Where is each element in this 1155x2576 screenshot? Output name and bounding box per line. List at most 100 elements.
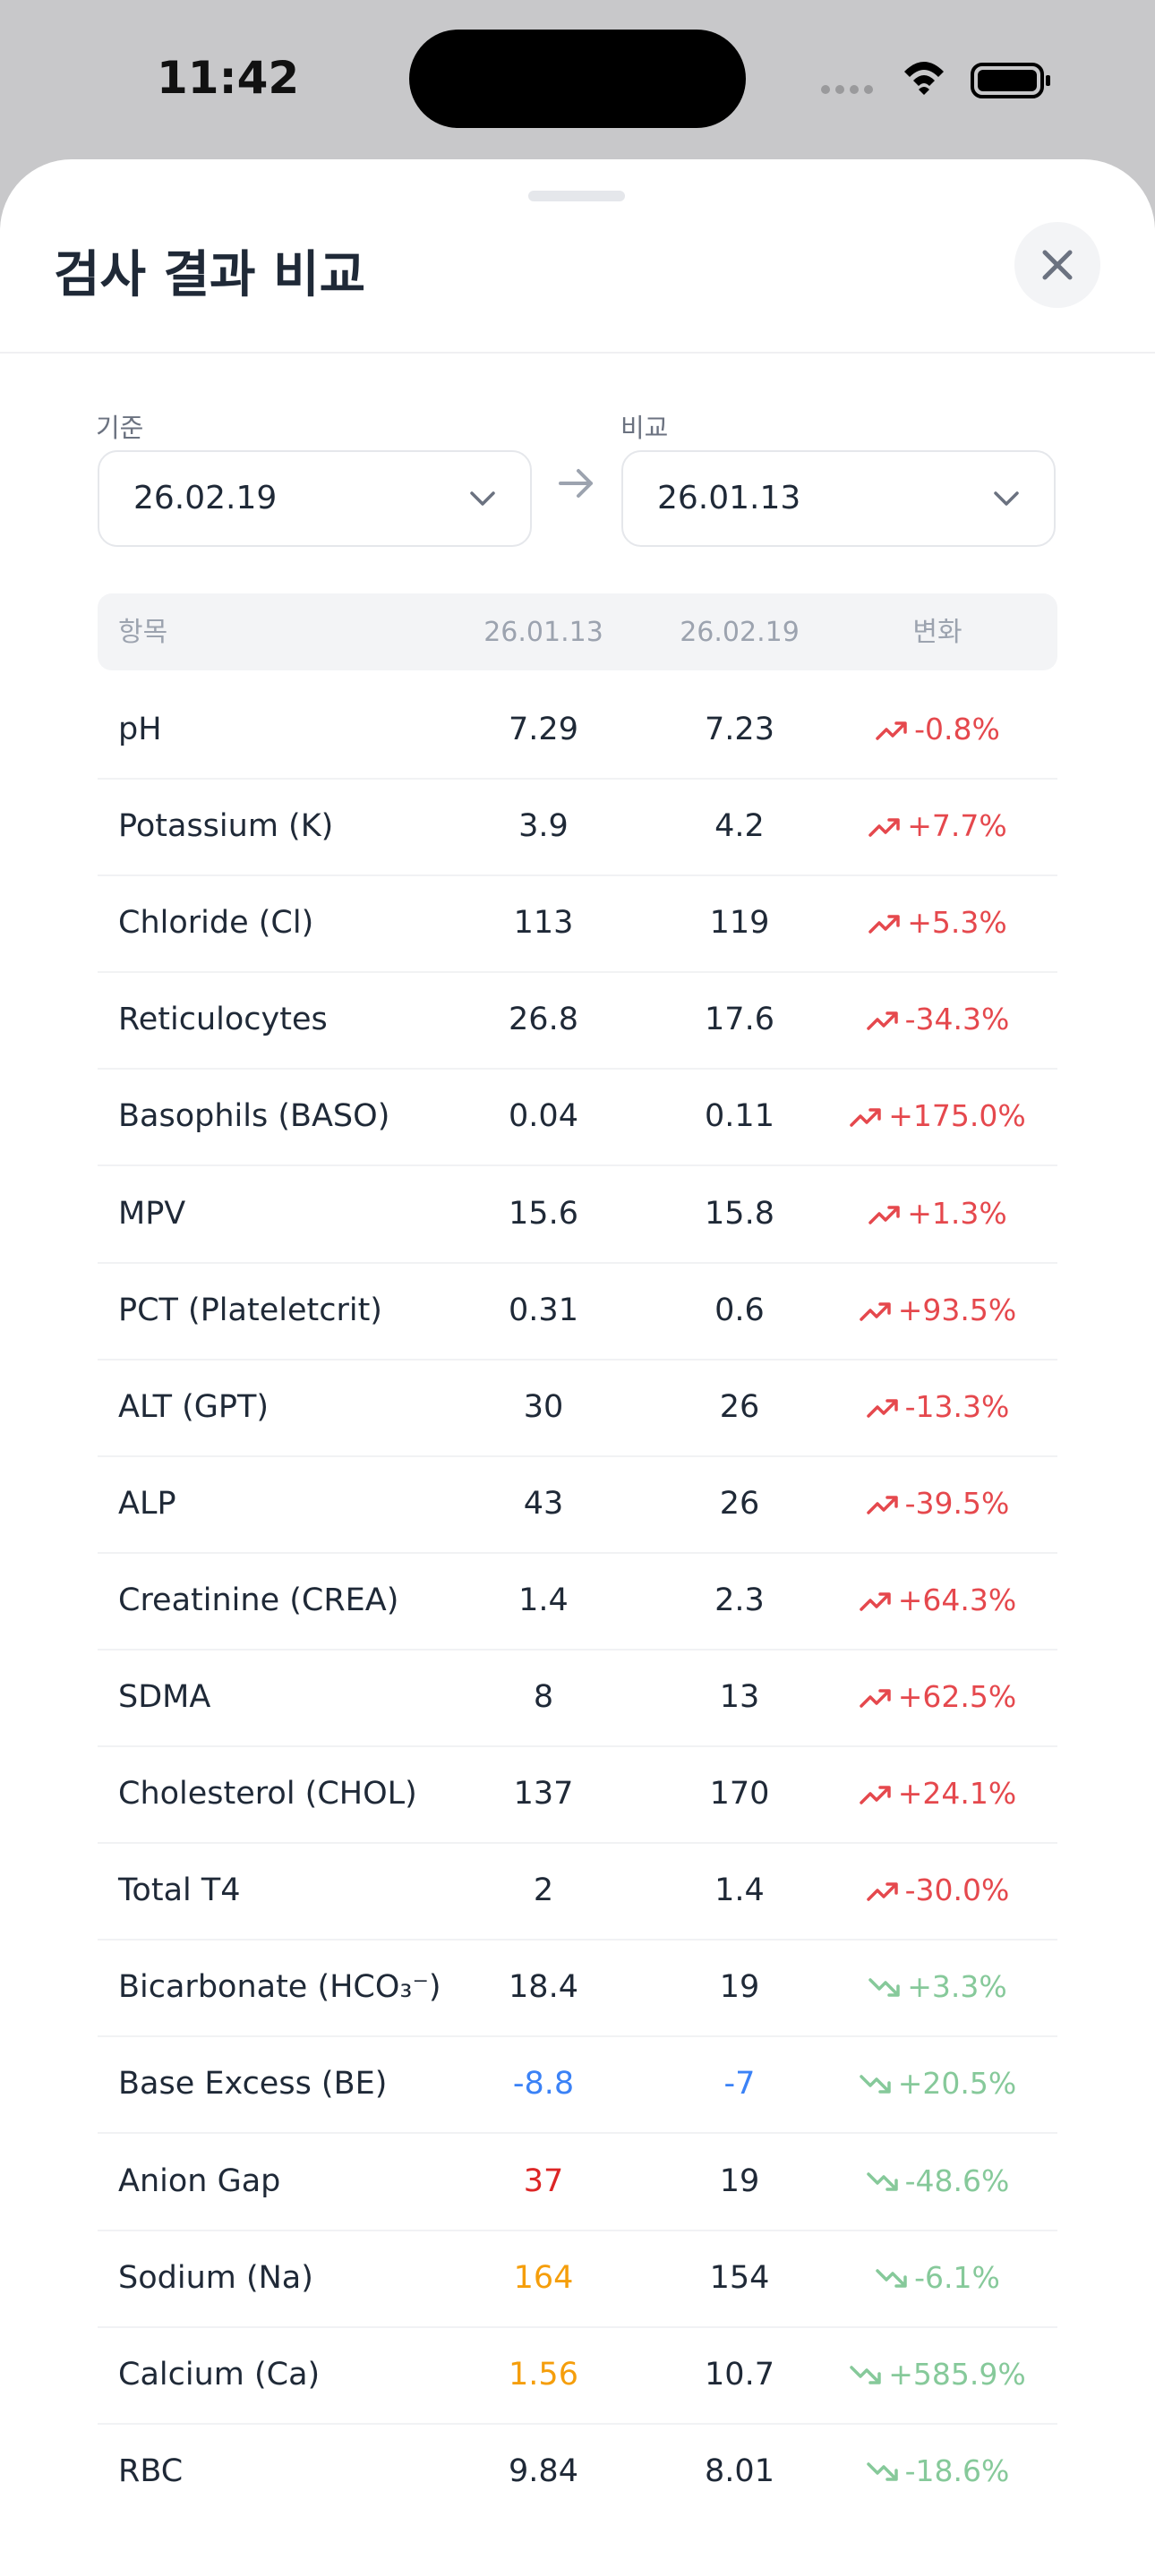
row-change: +3.3% (758, 1965, 1116, 2009)
trend-icon (860, 1689, 891, 1708)
row-change: -0.8% (758, 707, 1116, 752)
change-text: +24.1% (897, 1776, 1017, 1812)
row-name: Sodium (Na) (118, 2259, 313, 2296)
trend-icon (860, 1301, 891, 1321)
row-value: 37 (523, 2162, 564, 2199)
row-divider (98, 1358, 1057, 1361)
row-value: 2 (533, 1872, 554, 1909)
row-change: +20.5% (758, 2061, 1116, 2106)
change-text: +3.3% (907, 1969, 1007, 2005)
row-divider (98, 1648, 1057, 1651)
trend-icon (866, 1882, 898, 1901)
row-value: 7.29 (509, 712, 578, 747)
change-text: +64.3% (897, 1582, 1017, 1617)
row-name: ALT (GPT) (118, 1388, 270, 1425)
change-text: -48.6% (904, 2162, 1010, 2198)
row-name: Basophils (BASO) (118, 1098, 390, 1135)
row-value: 7.23 (705, 712, 774, 747)
row-value: 137 (513, 1776, 574, 1813)
trend-icon (868, 1978, 900, 1998)
row-name: Anion Gap (118, 2162, 281, 2199)
trend-icon (866, 1496, 898, 1514)
trend-icon (860, 1786, 891, 1804)
row-value: 26 (719, 1388, 760, 1425)
row-name: PCT (Plateletcrit) (118, 1292, 382, 1328)
trend-icon (860, 1592, 891, 1611)
column-header: 항목 (118, 617, 168, 648)
row-value: 3.9 (518, 808, 569, 845)
compare-dropdown[interactable]: 26.01.13 (621, 450, 1056, 547)
change-text: -30.0% (904, 1872, 1010, 1908)
compare-label: 비교 (620, 413, 669, 443)
row-divider (98, 971, 1057, 974)
change-text: +585.9% (888, 2356, 1026, 2392)
row-divider (98, 1068, 1057, 1070)
change-text: -18.6% (904, 2452, 1010, 2488)
trend-icon (868, 818, 900, 837)
row-name: Base Excess (BE) (118, 2066, 388, 2103)
change-text: -34.3% (904, 1002, 1010, 1037)
base-label: 기준 (96, 413, 144, 443)
row-change: +7.7% (758, 804, 1116, 849)
row-name: Chloride (Cl) (118, 905, 314, 942)
row-divider (98, 778, 1057, 780)
row-value: 15.6 (509, 1195, 578, 1232)
trend-icon (868, 1205, 900, 1224)
row-value: 2.3 (714, 1582, 765, 1618)
row-value: 113 (513, 905, 574, 942)
row-name: SDMA (118, 1679, 211, 1715)
close-button[interactable] (1014, 222, 1100, 308)
row-name: Reticulocytes (118, 1002, 328, 1038)
row-divider (98, 1842, 1057, 1845)
trend-icon (876, 2268, 907, 2288)
row-name: Total T4 (118, 1872, 241, 1909)
row-value: 15.8 (705, 1195, 774, 1232)
change-text: -39.5% (904, 1485, 1010, 1521)
trend-icon (850, 2365, 881, 2384)
trend-icon (866, 1398, 898, 1418)
row-name: MPV (118, 1195, 186, 1232)
bottom-sheet (0, 159, 1155, 2576)
row-change: -39.5% (758, 1481, 1116, 1526)
row-name: ALP (118, 1485, 176, 1522)
row-value: 26.8 (509, 1002, 578, 1038)
row-value: 170 (709, 1776, 770, 1813)
change-text: -13.3% (904, 1388, 1010, 1424)
status-time: 11:42 (157, 52, 300, 104)
row-value: 18.4 (509, 1969, 578, 2006)
row-divider (98, 1939, 1057, 1941)
row-change: -30.0% (758, 1868, 1116, 1913)
trend-icon (866, 1011, 898, 1031)
row-value: 17.6 (705, 1002, 774, 1038)
row-change: +5.3% (758, 900, 1116, 945)
row-change: -34.3% (758, 997, 1116, 1042)
screen: 11:42 검사 결과 비교 기준 비교 26.02.19 26.01.13 (… (0, 30, 1155, 2576)
change-text: +62.5% (897, 1679, 1017, 1714)
row-value: 26 (719, 1485, 760, 1522)
row-value: 8.01 (705, 2452, 774, 2489)
row-value: 1.4 (714, 1872, 765, 1909)
grabber[interactable] (528, 191, 625, 201)
row-change: +24.1% (758, 1771, 1116, 1816)
trend-icon (860, 2075, 891, 2094)
row-name: RBC (118, 2452, 184, 2489)
row-divider (98, 1261, 1057, 1264)
change-text: +93.5% (897, 1292, 1017, 1327)
row-change: -48.6% (758, 2159, 1116, 2204)
row-divider (98, 2132, 1057, 2135)
base-dropdown[interactable]: 26.02.19 (98, 450, 532, 547)
row-value: 4.2 (714, 808, 765, 845)
change-text: +20.5% (897, 2066, 1017, 2102)
dynamic-island (409, 30, 746, 128)
table-header (98, 593, 1057, 670)
row-value: 119 (709, 905, 770, 942)
compare-value: 26.01.13 (657, 480, 801, 516)
trend-icon (866, 2462, 898, 2481)
row-divider (98, 1164, 1057, 1167)
row-change: +585.9% (758, 2352, 1116, 2397)
change-text: +7.7% (907, 808, 1007, 844)
row-name: Potassium (K) (118, 808, 334, 845)
trend-icon (866, 2171, 898, 2191)
row-value: 1.56 (509, 2356, 578, 2393)
divider (0, 352, 1155, 354)
